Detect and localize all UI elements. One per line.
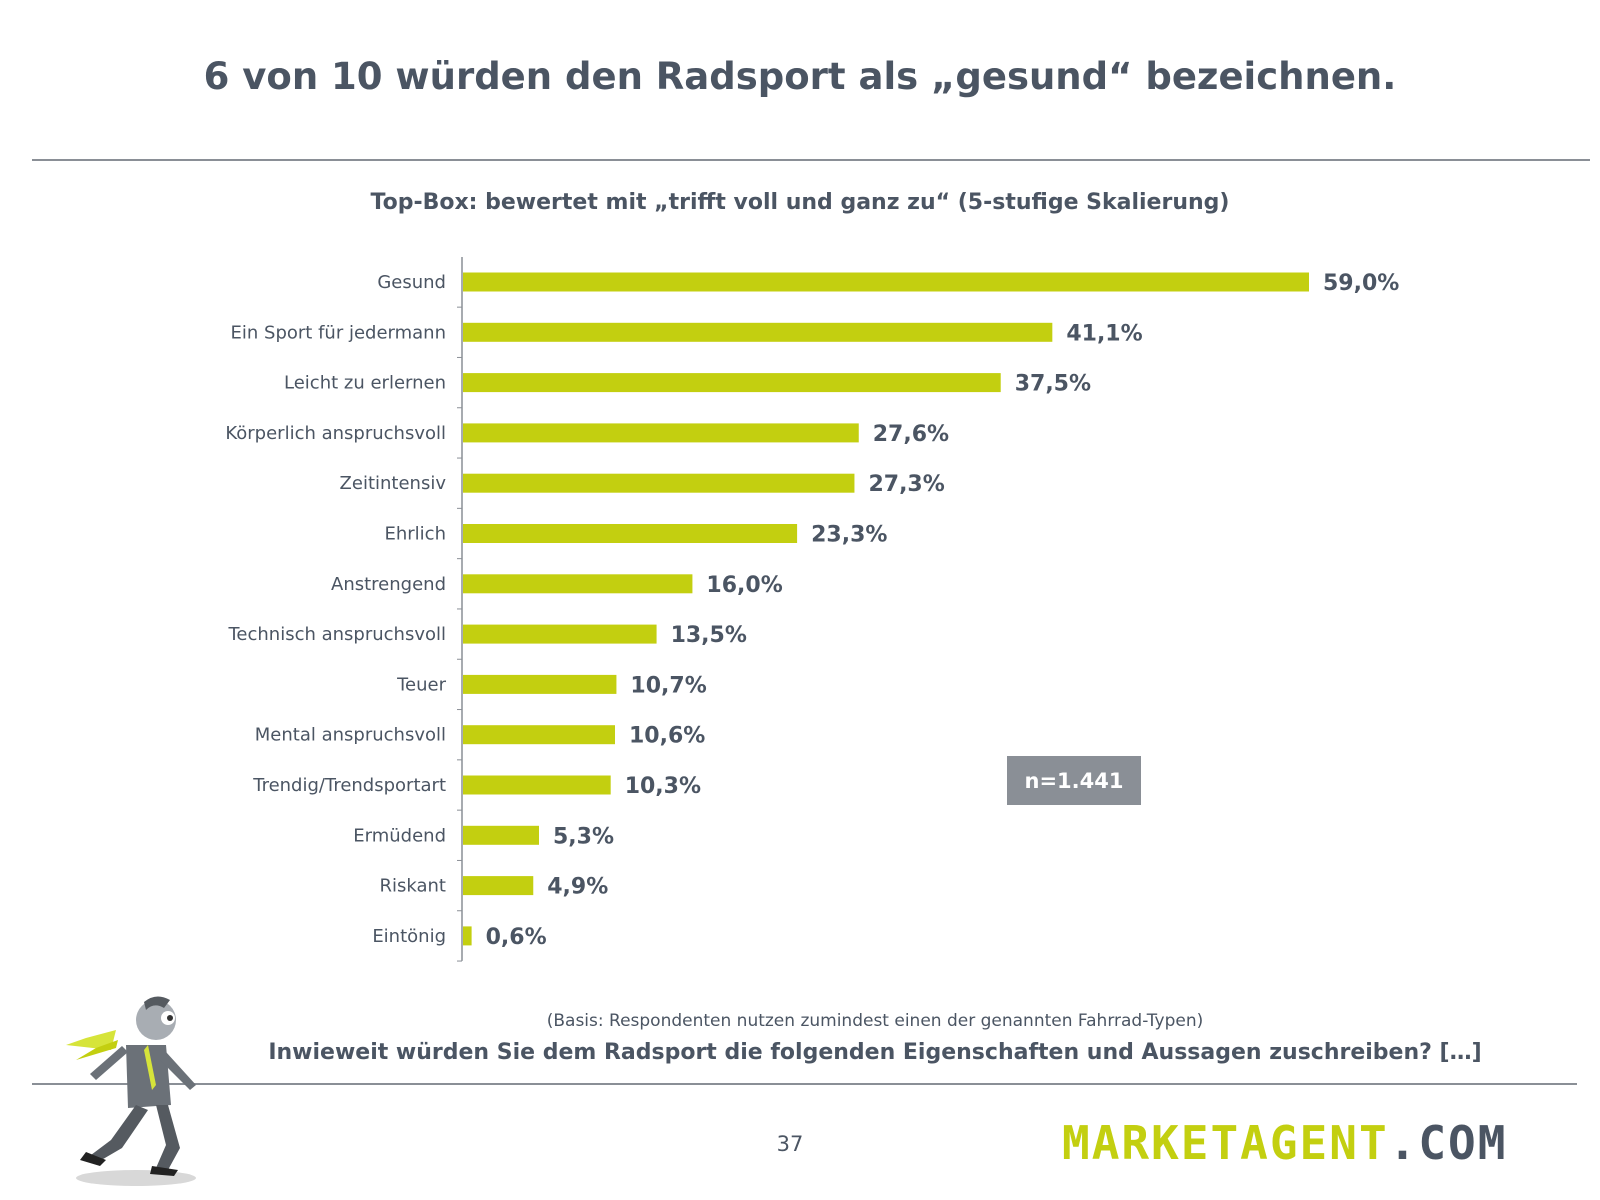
category-label: Teuer [396,674,446,695]
page-title: 6 von 10 würden den Radsport als „gesund… [203,55,1397,98]
value-label: 37,5% [1015,372,1091,397]
page-number: 37 [776,1132,804,1156]
bar [463,674,617,694]
title-divider [32,159,1590,161]
value-label: 27,3% [868,472,944,497]
bar [463,423,859,443]
value-label: 41,1% [1066,321,1142,346]
footer-divider [32,1083,1577,1085]
category-label: Körperlich anspruchsvoll [225,423,446,444]
bar [463,272,1309,292]
bar [463,775,611,795]
logo-text-main: MARKETAGENT [1062,1116,1389,1170]
sample-size-badge: n=1.441 [1007,756,1141,805]
value-label: 16,0% [706,573,782,598]
logo-text-suffix: .COM [1388,1116,1508,1170]
basis-note: (Basis: Respondenten nutzen zumindest ei… [546,1011,1204,1031]
category-label: Ein Sport für jedermann [231,322,446,343]
bar [463,574,693,594]
bar [463,524,798,543]
category-label: Zeitintensiv [340,473,447,494]
value-label: 5,3% [553,824,614,849]
value-label: 59,0% [1323,271,1399,296]
survey-question: Inwieweit würden Sie dem Radsport die fo… [268,1040,1482,1065]
bar [463,725,615,745]
category-label: Trendig/Trendsportart [252,775,446,796]
bar [463,322,1053,342]
category-label: Ehrlich [385,524,447,545]
value-label: 10,3% [625,774,701,799]
bar-chart: Gesund 59,0% Ein Sport für jedermann 41,1% L… [225,257,1399,962]
bar [463,473,855,493]
category-label: Eintönig [372,926,446,947]
value-label: 27,6% [873,422,949,447]
value-label: 10,7% [630,673,706,698]
value-label: 0,6% [486,925,547,950]
category-label: Anstrengend [331,574,446,595]
running-mascot-icon [66,996,196,1186]
bar [463,926,472,946]
category-label: Gesund [377,272,446,293]
category-label: Leicht zu erlernen [284,373,446,394]
category-label: Ermüdend [353,825,446,846]
value-label: 23,3% [811,523,887,548]
bar [463,373,1001,393]
category-label: Technisch anspruchsvoll [227,624,446,645]
bar [463,825,539,845]
marketagent-logo: MARKETAGENT.COM [1062,1120,1507,1166]
bar [463,624,657,644]
value-label: 10,6% [629,724,705,749]
chart-subtitle: Top-Box: bewertet mit „trifft voll und g… [370,190,1230,215]
category-label: Riskant [380,876,447,897]
bar [463,876,534,896]
value-label: 13,5% [671,623,747,648]
category-label: Mental anspruchsvoll [255,725,446,746]
value-label: 4,9% [547,875,608,900]
